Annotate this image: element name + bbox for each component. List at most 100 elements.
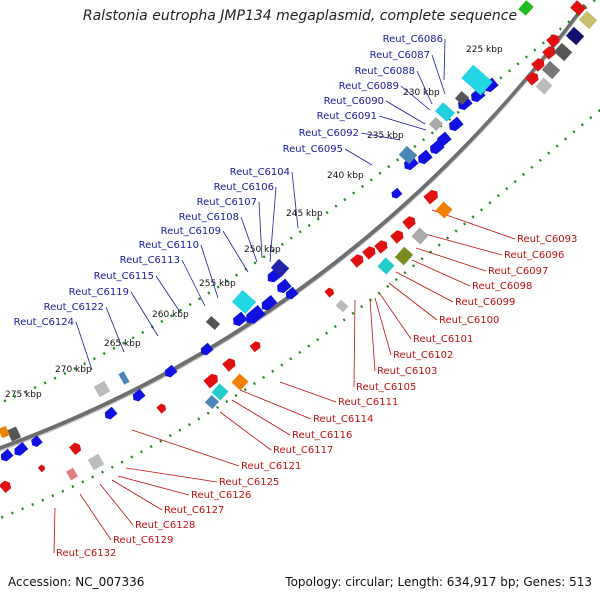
gene-arrow [0, 448, 14, 462]
gene-arrow [391, 187, 403, 199]
gene-label: Reut_C6096 [504, 250, 564, 261]
gene-label: Reut_C6089 [339, 81, 399, 92]
gene-label: Reut_C6114 [313, 414, 373, 425]
genome-backbone [0, 3, 587, 451]
leader-line [415, 247, 487, 272]
gene-arrow [277, 278, 292, 294]
gene-arrow [437, 131, 452, 147]
gene-label: Reut_C6110 [139, 240, 199, 251]
gene-label: Reut_C6121 [241, 461, 301, 472]
gene-arrow [14, 442, 29, 456]
gene-arrow [525, 72, 539, 86]
gene-label: Reut_C6116 [292, 430, 352, 441]
gene-label: Reut_C6132 [56, 548, 116, 559]
gene-label: Reut_C6127 [164, 505, 224, 516]
gene-arrow [404, 155, 419, 171]
gene-block [0, 425, 10, 439]
gene-block [205, 316, 221, 330]
gene-label: Reut_C6119 [69, 287, 129, 298]
gene-label: Reut_C6102 [393, 350, 453, 361]
gene-label: Reut_C6107 [197, 197, 257, 208]
leader-line [219, 411, 272, 451]
gene-label: Reut_C6091 [317, 111, 377, 122]
leader-line [417, 231, 503, 256]
gene-label: Reut_C6092 [299, 128, 359, 139]
leader-line [239, 389, 312, 420]
gene-label: Reut_C6093 [517, 234, 577, 245]
leader-line [344, 148, 373, 166]
gene-arrow [324, 287, 335, 298]
gene-label: Reut_C6106 [214, 182, 274, 193]
gene-block [231, 290, 257, 314]
gene-arrow [285, 286, 299, 300]
tick-label: 245 kbp [286, 209, 323, 219]
leader-line [117, 475, 190, 496]
gene-arrow [531, 58, 545, 72]
tick-label: 260 kbp [152, 310, 189, 320]
leader-line [360, 132, 401, 141]
leader-line [222, 230, 249, 273]
gene-label: Reut_C6088 [355, 66, 415, 77]
gene-label: Reut_C6115 [94, 271, 154, 282]
gene-label: Reut_C6090 [324, 96, 384, 107]
gene-block [377, 257, 395, 275]
gene-arrow [546, 34, 560, 48]
gene-label: Reut_C6108 [179, 212, 239, 223]
gene-block [394, 246, 414, 266]
gene-block [6, 426, 22, 442]
gene-block [541, 60, 561, 80]
leader-line [374, 297, 392, 356]
leader-line [369, 299, 376, 372]
gene-label: Reut_C6086 [383, 34, 443, 45]
gene-block [66, 467, 78, 481]
kbp-ticks: 225 kbp 230 kbp 235 kbp 240 kbp 245 kbp 250 k… [5, 45, 503, 400]
gene-block [553, 42, 573, 62]
leader-line [130, 291, 159, 337]
gene-label: Reut_C6117 [273, 445, 333, 456]
gene-label: Reut_C6122 [44, 302, 104, 313]
tick-label: 265 kbp [104, 339, 141, 349]
gene-arrow [31, 435, 43, 448]
gene-arrow [104, 406, 118, 420]
gene-arrow [261, 295, 278, 311]
gene-label: Reut_C6101 [413, 334, 473, 345]
gene-arrow [362, 246, 376, 260]
gene-label: Reut_C6111 [338, 397, 398, 408]
leader-line [411, 259, 471, 287]
tick-label: 240 kbp [327, 171, 364, 181]
gene-label: Reut_C6129 [113, 535, 173, 546]
leader-line [269, 186, 277, 263]
leader-line [378, 115, 427, 131]
gene-block [565, 26, 585, 46]
leader-line [200, 244, 219, 299]
gene-label: Reut_C6099 [455, 297, 515, 308]
leader-line [53, 507, 56, 554]
gene-label: Reut_C6128 [135, 520, 195, 531]
gene-label: Reut_C6087 [370, 50, 430, 61]
gene-label: Reut_C6100 [439, 315, 499, 326]
gene-arrow [222, 358, 236, 372]
tick-label: 275 kbp [5, 390, 42, 400]
gene-arrow [374, 240, 388, 254]
gene-label: Reut_C6126 [191, 490, 251, 501]
gene-block [535, 77, 553, 95]
tick-label: 230 kbp [403, 88, 440, 98]
tick-label: 250 kbp [244, 245, 281, 255]
gene-block [118, 371, 130, 385]
gene-block [518, 0, 534, 16]
gene-label: Reut_C6097 [488, 266, 548, 277]
gene-block [231, 373, 249, 391]
gene-arrow [156, 403, 167, 414]
map-title: Ralstonia eutropha JMP134 megaplasmid, c… [82, 8, 518, 24]
leader-line [258, 201, 263, 259]
gene-arrow [164, 364, 178, 378]
gene-block [411, 227, 429, 245]
gene-block [270, 258, 290, 278]
leader-line [291, 171, 299, 229]
gene-block [578, 10, 598, 30]
gene-block [570, 0, 586, 16]
gene-block [461, 64, 493, 96]
gene-block [204, 394, 220, 410]
leader-line [155, 275, 181, 313]
reverse-gene-leaders: Reut_C6093 Reut_C6096 Reut_C6097 Reut_C6098… [53, 209, 577, 559]
